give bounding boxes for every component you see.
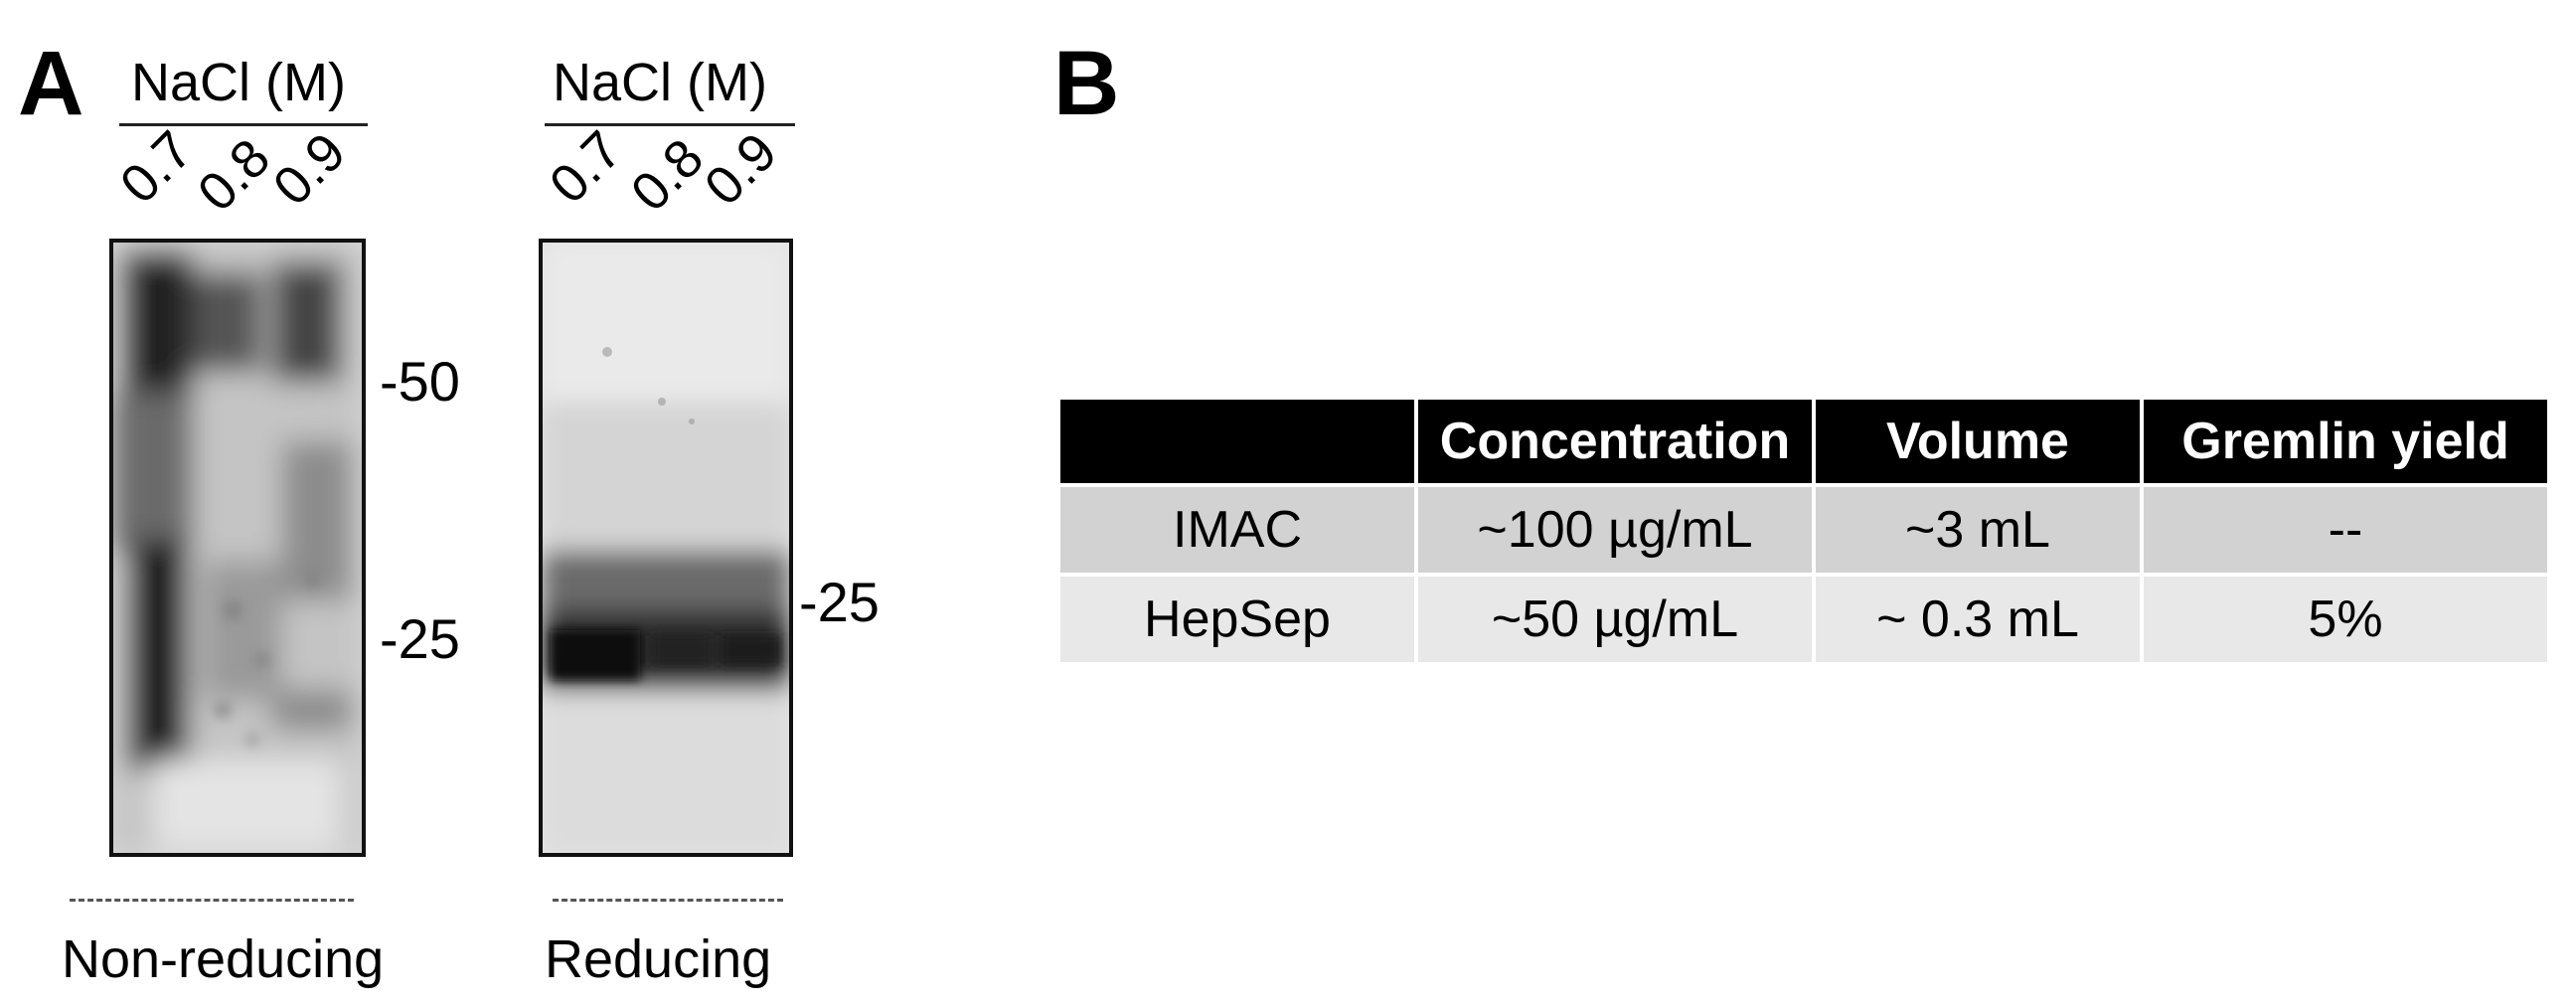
table-cell-yield: 5% bbox=[2144, 577, 2547, 662]
table-header-concentration: Concentration bbox=[1418, 400, 1812, 483]
right-lane-label-3: 0.9 bbox=[693, 121, 789, 218]
table-cell-method: IMAC bbox=[1060, 487, 1414, 573]
table-row: HepSep ~50 µg/mL ~ 0.3 mL 5% bbox=[1060, 577, 2547, 662]
table-header-gremlin-yield: Gremlin yield bbox=[2144, 400, 2547, 483]
left-blot-header: NaCl (M) bbox=[131, 53, 346, 112]
left-lane-label-1: 0.7 bbox=[108, 119, 205, 216]
left-condition-label: Non-reducing bbox=[62, 929, 385, 989]
left-mw-marker-50: -50 bbox=[380, 350, 460, 413]
table-header-row: Concentration Volume Gremlin yield bbox=[1060, 400, 2547, 483]
table-header-empty bbox=[1060, 400, 1414, 483]
panel-label-b: B bbox=[1053, 33, 1120, 134]
right-blot-header: NaCl (M) bbox=[553, 53, 767, 112]
left-header-underline bbox=[119, 123, 368, 126]
right-mw-marker-25: -25 bbox=[799, 571, 880, 633]
right-condition-label: Reducing bbox=[545, 929, 772, 989]
non-reducing-blot-image bbox=[109, 239, 366, 857]
table-cell-yield: -- bbox=[2144, 487, 2547, 573]
panel-label-a: A bbox=[18, 33, 84, 134]
table-cell-concentration: ~100 µg/mL bbox=[1418, 487, 1812, 573]
table-cell-volume: ~ 0.3 mL bbox=[1816, 577, 2140, 662]
reducing-blot-image bbox=[539, 239, 793, 857]
right-header-underline bbox=[545, 123, 795, 126]
right-condition-bracket bbox=[553, 899, 783, 902]
left-mw-marker-25: -25 bbox=[380, 607, 460, 670]
left-lane-label-3: 0.9 bbox=[261, 121, 358, 218]
left-condition-bracket bbox=[70, 899, 354, 902]
table-cell-concentration: ~50 µg/mL bbox=[1418, 577, 1812, 662]
purification-table: Concentration Volume Gremlin yield IMAC … bbox=[1056, 396, 2551, 666]
table-header-volume: Volume bbox=[1816, 400, 2140, 483]
table-row: IMAC ~100 µg/mL ~3 mL -- bbox=[1060, 487, 2547, 573]
table-cell-method: HepSep bbox=[1060, 577, 1414, 662]
right-lane-label-1: 0.7 bbox=[538, 119, 634, 216]
table-cell-volume: ~3 mL bbox=[1816, 487, 2140, 573]
